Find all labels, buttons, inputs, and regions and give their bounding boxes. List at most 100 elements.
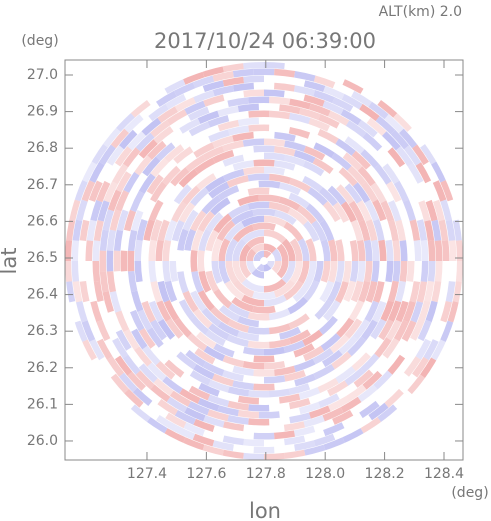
field-cell [252, 222, 276, 231]
field-cell [390, 129, 409, 150]
field-cell [203, 415, 225, 428]
field-cell [131, 210, 144, 232]
field-cell [231, 209, 254, 225]
field-cell [224, 280, 245, 301]
field-cell [264, 243, 277, 254]
field-cell [410, 319, 425, 341]
field-cell [153, 126, 174, 144]
field-cell [361, 319, 378, 341]
field-cell [81, 180, 96, 202]
y-axis-label: lat [0, 248, 21, 275]
field-cell [242, 138, 264, 147]
field-cell [153, 378, 174, 396]
field-cell [332, 202, 350, 223]
field-cell [243, 438, 264, 447]
field-cell [173, 317, 192, 338]
field-cell [401, 320, 417, 342]
field-cell [150, 384, 171, 403]
field-cell [418, 200, 431, 222]
field-cell [243, 89, 264, 98]
field-cell [193, 142, 215, 158]
field-cell [313, 364, 335, 380]
field-cell [203, 345, 225, 362]
y-tick-label: 26.8 [27, 140, 58, 156]
field-cell [157, 319, 176, 340]
field-cell [432, 180, 447, 202]
field-cell [233, 82, 254, 92]
field-cell [256, 263, 264, 272]
field-cell [173, 82, 196, 97]
field-cell [107, 189, 122, 212]
field-cell [372, 199, 387, 222]
field-cell [156, 415, 177, 432]
field-cell [79, 219, 90, 241]
field-cell [269, 338, 291, 349]
x-tick-label: 127.8 [246, 466, 286, 482]
field-cell [232, 238, 247, 261]
field-cell [303, 145, 326, 161]
field-cell [264, 452, 285, 460]
field-cell [148, 261, 157, 283]
field-cell [222, 140, 244, 152]
field-cell [237, 194, 259, 207]
field-cell [335, 366, 356, 384]
field-cell [210, 197, 231, 216]
field-cell [365, 219, 378, 241]
field-cell [90, 300, 103, 323]
field-cell [271, 248, 282, 261]
field-cell [237, 330, 259, 342]
field-cell [370, 318, 387, 340]
field-cell [164, 78, 186, 94]
field-cell [350, 280, 364, 303]
field-cell [197, 250, 205, 272]
field-cell [169, 261, 179, 282]
field-cell [309, 103, 331, 117]
field-cell [205, 175, 226, 193]
field-cell [138, 328, 156, 349]
field-cell [380, 200, 395, 222]
field-cell [271, 261, 282, 274]
field-cell [202, 80, 225, 92]
field-cell [212, 440, 234, 451]
field-cell [368, 402, 389, 421]
field-cell [218, 261, 231, 284]
field-cell [268, 201, 291, 214]
field-cell [92, 240, 101, 261]
field-cell [110, 128, 129, 149]
field-cell [97, 200, 110, 222]
field-cell [147, 140, 167, 160]
field-cell [297, 261, 310, 284]
field-cell [331, 152, 352, 171]
field-cell [322, 100, 344, 115]
field-cell [424, 280, 435, 302]
field-cell [222, 154, 245, 167]
field-cell [157, 399, 178, 416]
field-cell [232, 365, 254, 376]
field-cell [317, 377, 339, 394]
field-cell [343, 280, 357, 302]
field-cell [424, 220, 435, 242]
field-cell [342, 78, 364, 94]
field-cell [409, 281, 421, 303]
field-cell [304, 444, 326, 457]
field-cell [364, 199, 380, 222]
field-cell [81, 339, 97, 361]
field-cell [99, 144, 116, 166]
field-cell [328, 110, 350, 126]
field-cell [164, 280, 178, 303]
field-cell [222, 435, 244, 446]
field-cell [196, 173, 217, 191]
field-cell [283, 280, 304, 301]
field-cell [123, 171, 140, 193]
field-cell [269, 173, 291, 184]
field-cell [194, 157, 216, 174]
field-cell [274, 82, 295, 92]
field-cell [264, 361, 286, 370]
field-cell [198, 229, 212, 252]
field-cell [347, 165, 367, 186]
field-cell [253, 68, 275, 76]
field-cell [303, 345, 325, 362]
field-cell [120, 250, 128, 272]
field-cell [179, 118, 201, 134]
